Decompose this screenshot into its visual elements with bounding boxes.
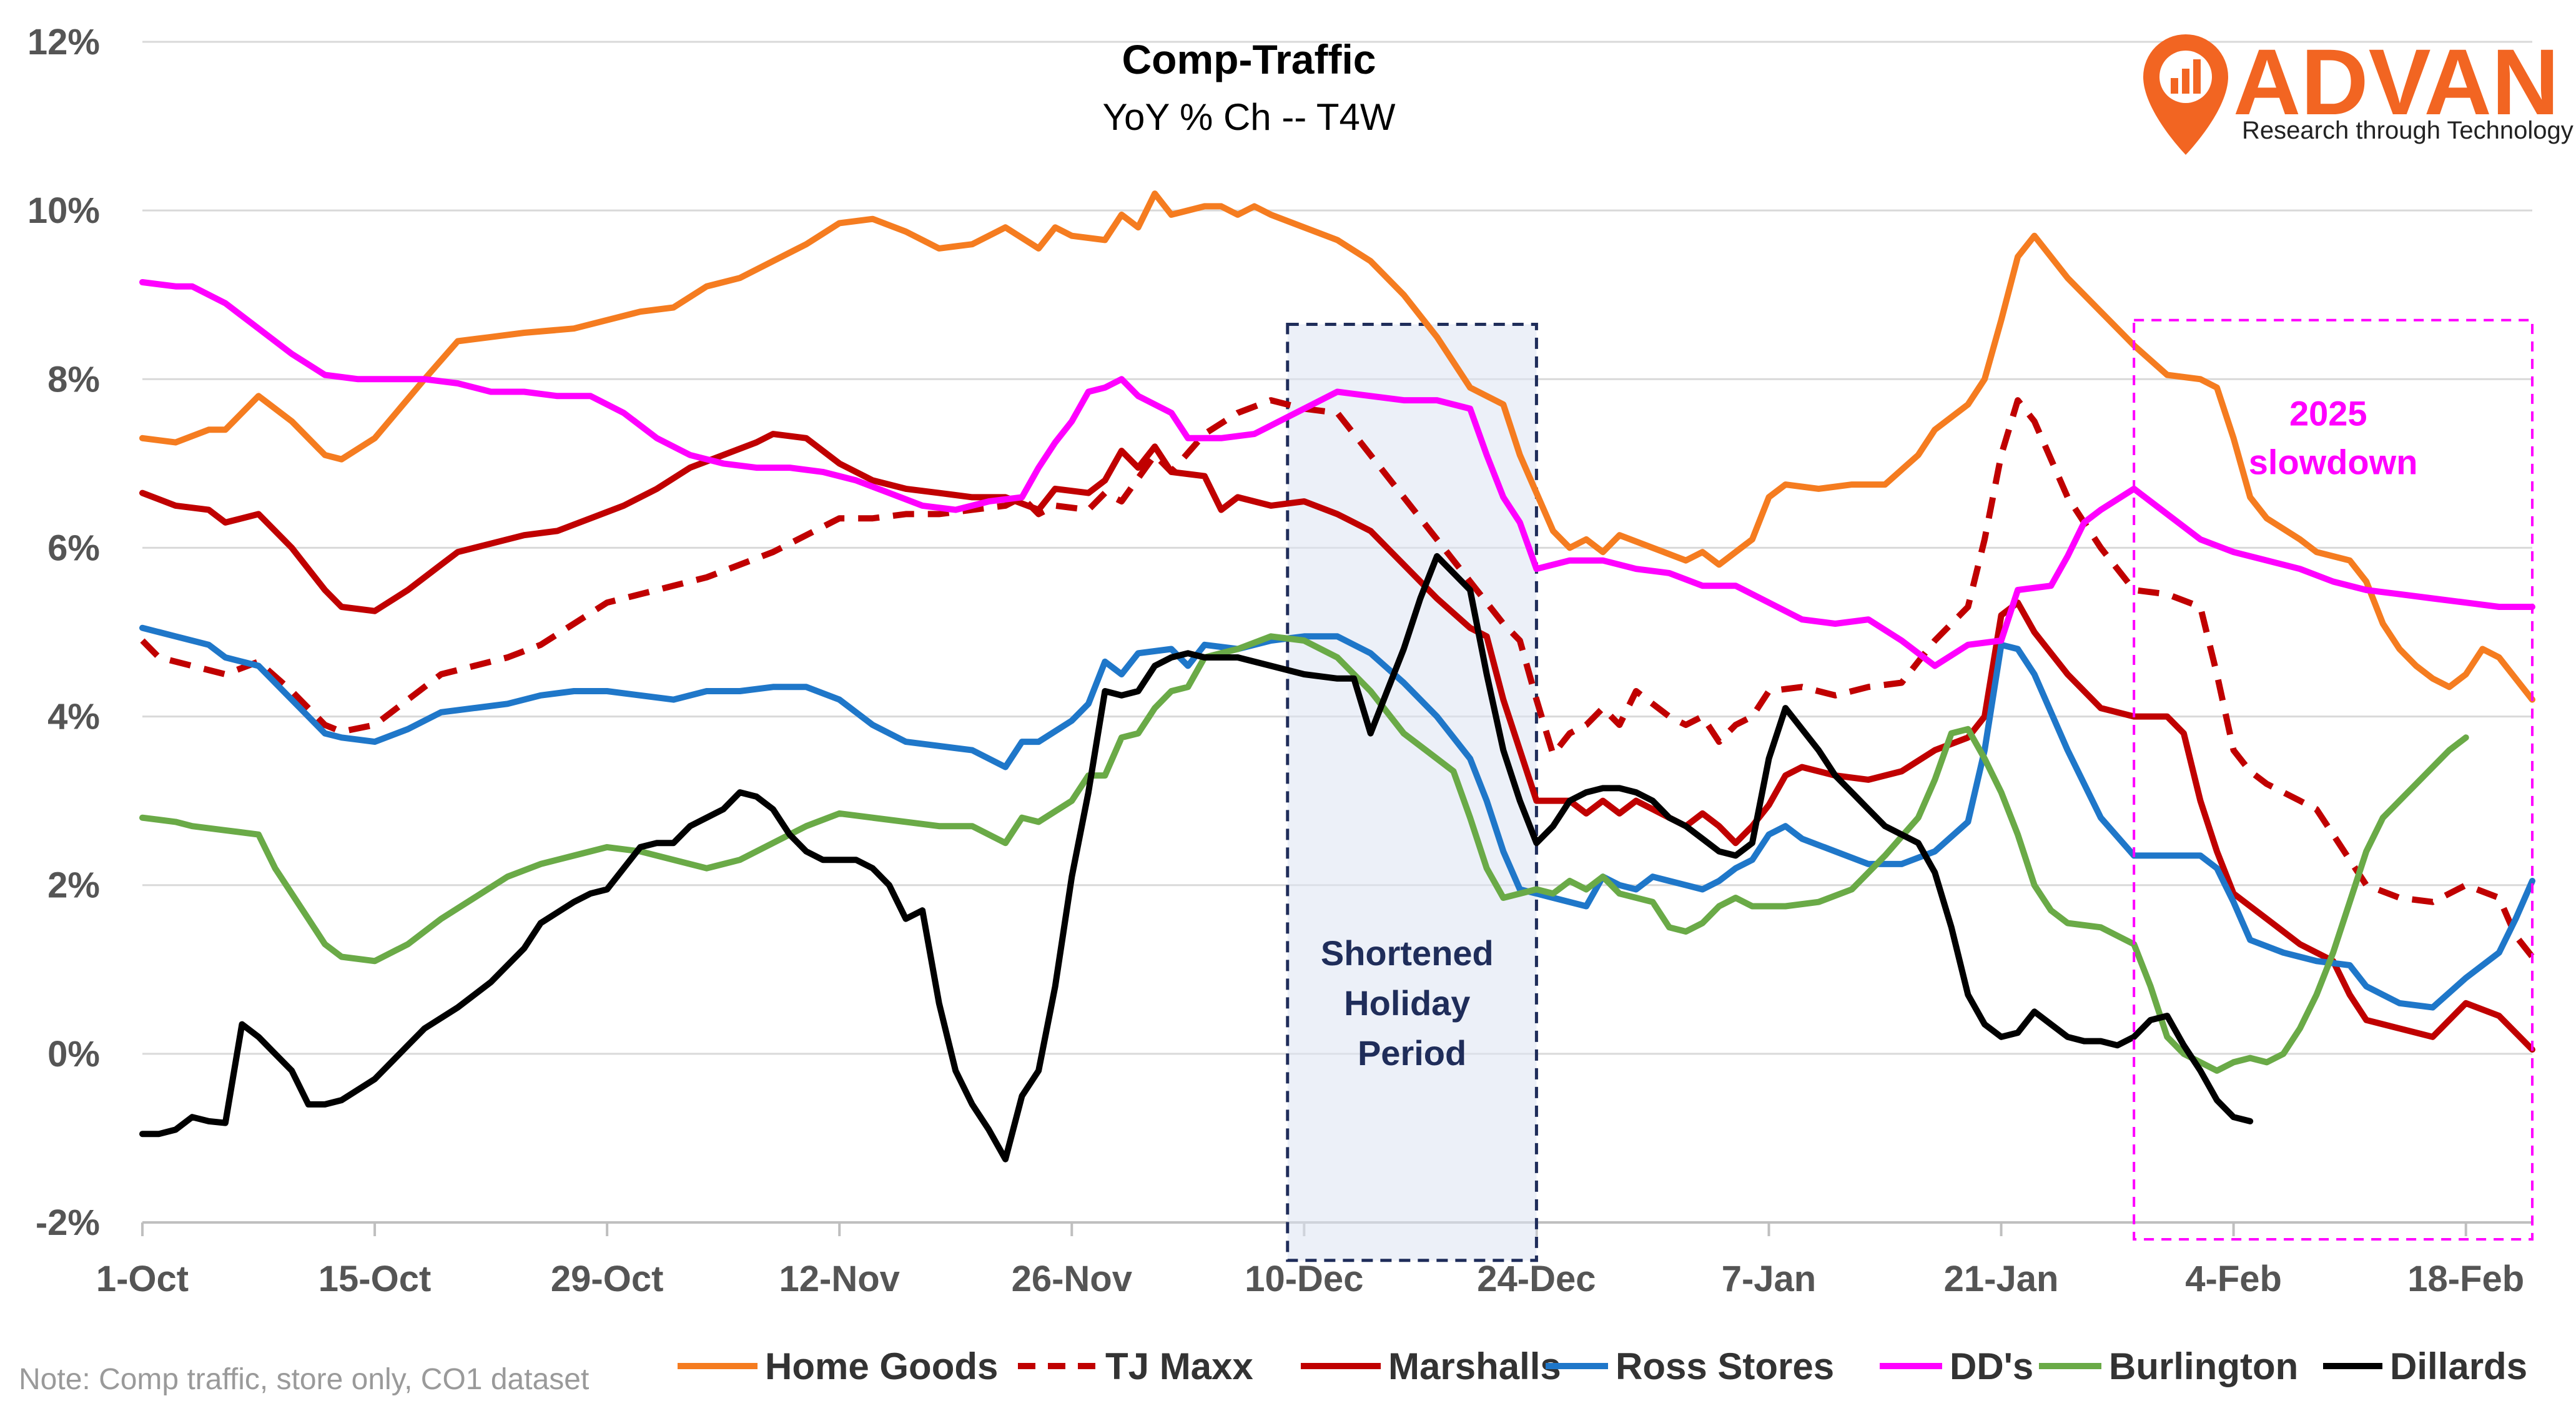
logo-wordmark: ADVAN bbox=[2233, 29, 2559, 134]
legend-label: Burlington bbox=[2109, 1345, 2298, 1387]
x-tick-label: 10-Dec bbox=[1245, 1259, 1363, 1299]
legend-label: Dillards bbox=[2390, 1345, 2527, 1387]
holiday-annotation-line-2: Holiday bbox=[1344, 983, 1470, 1023]
y-tick-label: 10% bbox=[27, 190, 100, 231]
x-axis: 1-Oct 15-Oct 29-Oct 12-Nov 26-Nov 10-Dec 24-De… bbox=[96, 1221, 2532, 1299]
legend-item: Dillards bbox=[2323, 1345, 2527, 1387]
x-tick-label: 29-Oct bbox=[551, 1259, 664, 1299]
y-tick-label: 12% bbox=[27, 22, 100, 62]
x-tick-label: 26-Nov bbox=[1012, 1259, 1132, 1299]
x-tick-label: 7-Jan bbox=[1722, 1259, 1817, 1299]
y-tick-label: 4% bbox=[47, 697, 100, 737]
y-tick-label: 2% bbox=[47, 865, 100, 906]
legend-item: TJ Maxx bbox=[1018, 1345, 1253, 1387]
advan-logo: ADVAN Research through Technology bbox=[2143, 29, 2574, 155]
series-line-dd-s bbox=[139, 279, 2535, 669]
y-tick-label: 8% bbox=[47, 359, 100, 400]
y-tick-label: 6% bbox=[47, 528, 100, 568]
series-line-marshalls bbox=[139, 431, 2535, 1053]
x-tick-label: 24-Dec bbox=[1477, 1259, 1596, 1299]
legend-item: Ross Stores bbox=[1546, 1345, 1834, 1387]
series-line-tj-maxx bbox=[140, 397, 2535, 959]
legend-item: Marshalls bbox=[1301, 1345, 1561, 1387]
legend: Home Goods TJ Maxx Marshalls Ross Stores DD'… bbox=[678, 1345, 2527, 1387]
y-tick-label: -2% bbox=[36, 1202, 100, 1243]
holiday-annotation-line-1: Shortened bbox=[1321, 933, 1494, 973]
slowdown-box bbox=[2133, 318, 2534, 1241]
holiday-annotation-line-3: Period bbox=[1358, 1033, 1466, 1073]
chart-title: Comp-Traffic bbox=[1122, 36, 1376, 82]
slowdown-annotation-line-2: slowdown bbox=[2249, 443, 2418, 482]
x-tick-label: 21-Jan bbox=[1944, 1259, 2059, 1299]
footnote: Note: Comp traffic, store only, CO1 data… bbox=[19, 1363, 589, 1396]
x-tick-label: 15-Oct bbox=[318, 1259, 432, 1299]
series-line-dillards bbox=[139, 553, 2254, 1163]
chart-subtitle: YoY % Ch -- T4W bbox=[1102, 96, 1395, 138]
x-tick-label: 1-Oct bbox=[96, 1259, 189, 1299]
legend-label: Marshalls bbox=[1388, 1345, 1561, 1387]
legend-item: Burlington bbox=[2039, 1345, 2298, 1387]
series-line-home-goods bbox=[139, 190, 2535, 703]
slowdown-annotation-line-1: 2025 bbox=[2289, 394, 2367, 433]
legend-item: Home Goods bbox=[678, 1345, 998, 1387]
legend-label: DD's bbox=[1950, 1345, 2033, 1387]
legend-label: Home Goods bbox=[765, 1345, 998, 1387]
x-tick-label: 12-Nov bbox=[779, 1259, 900, 1299]
y-axis: -2% 0% 2% 4% 6% 8% 10% 12% bbox=[27, 22, 100, 1243]
x-tick-label: 18-Feb bbox=[2407, 1259, 2524, 1299]
map-pin-icon bbox=[2143, 34, 2228, 155]
slowdown-annotation: 2025 slowdown bbox=[2249, 394, 2418, 482]
legend-label: Ross Stores bbox=[1616, 1345, 1834, 1387]
y-tick-label: 0% bbox=[47, 1034, 100, 1074]
legend-label: TJ Maxx bbox=[1105, 1345, 1253, 1387]
holiday-period-box bbox=[1286, 322, 1538, 1262]
x-tick-label: 4-Feb bbox=[2185, 1259, 2282, 1299]
logo-tagline: Research through Technology bbox=[2242, 117, 2574, 144]
legend-item: DD's bbox=[1880, 1345, 2033, 1387]
holiday-annotation: Shortened Holiday Period bbox=[1321, 933, 1503, 1073]
